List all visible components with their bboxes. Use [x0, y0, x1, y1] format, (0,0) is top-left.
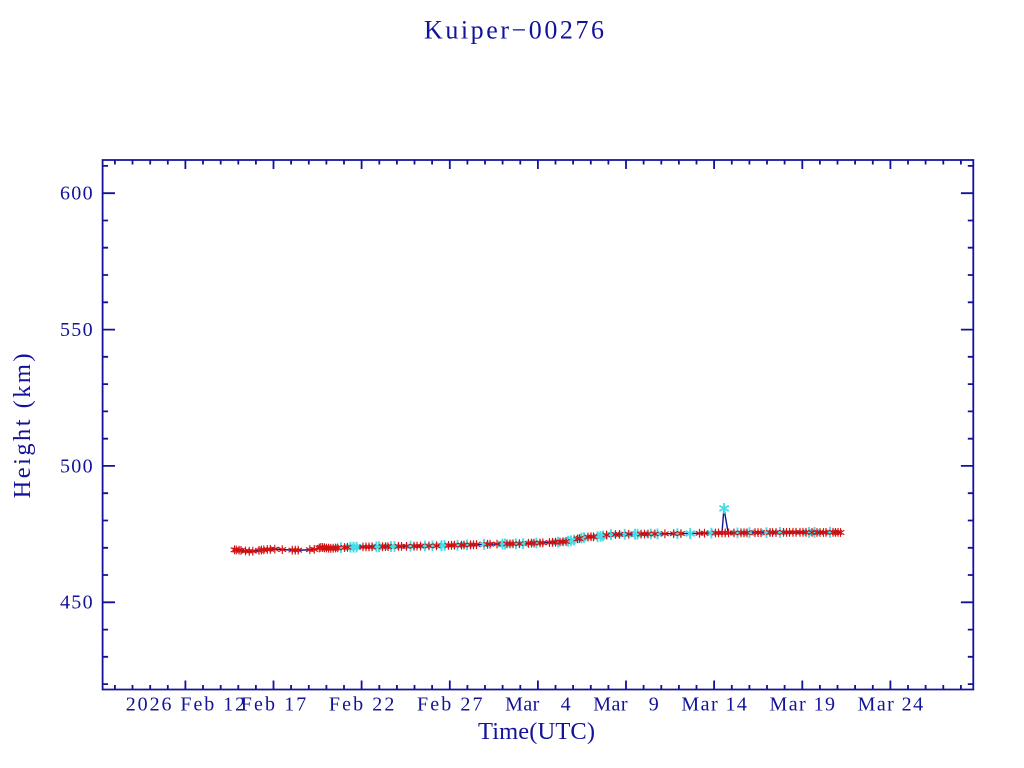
svg-text:550: 550: [60, 319, 93, 341]
svg-text:Feb 17: Feb 17: [241, 694, 306, 716]
svg-text:2026 Feb 12: 2026 Feb 12: [126, 694, 245, 716]
svg-text:Height (km): Height (km): [9, 353, 36, 498]
svg-text:500: 500: [60, 455, 93, 477]
svg-text:Mar 24: Mar 24: [858, 694, 924, 716]
svg-text:Mar 14: Mar 14: [681, 694, 747, 716]
svg-text:Kuiper−00276: Kuiper−00276: [424, 16, 604, 45]
svg-text:Feb 22: Feb 22: [329, 694, 395, 716]
svg-text:Mar 4: Mar 4: [505, 694, 570, 716]
svg-text:Mar 19: Mar 19: [770, 694, 836, 716]
svg-text:Feb 27: Feb 27: [417, 694, 483, 716]
svg-text:Time(UTC): Time(UTC): [478, 718, 595, 745]
svg-text:Mar 9: Mar 9: [593, 694, 659, 716]
svg-text:600: 600: [60, 183, 93, 205]
svg-text:450: 450: [60, 592, 93, 614]
